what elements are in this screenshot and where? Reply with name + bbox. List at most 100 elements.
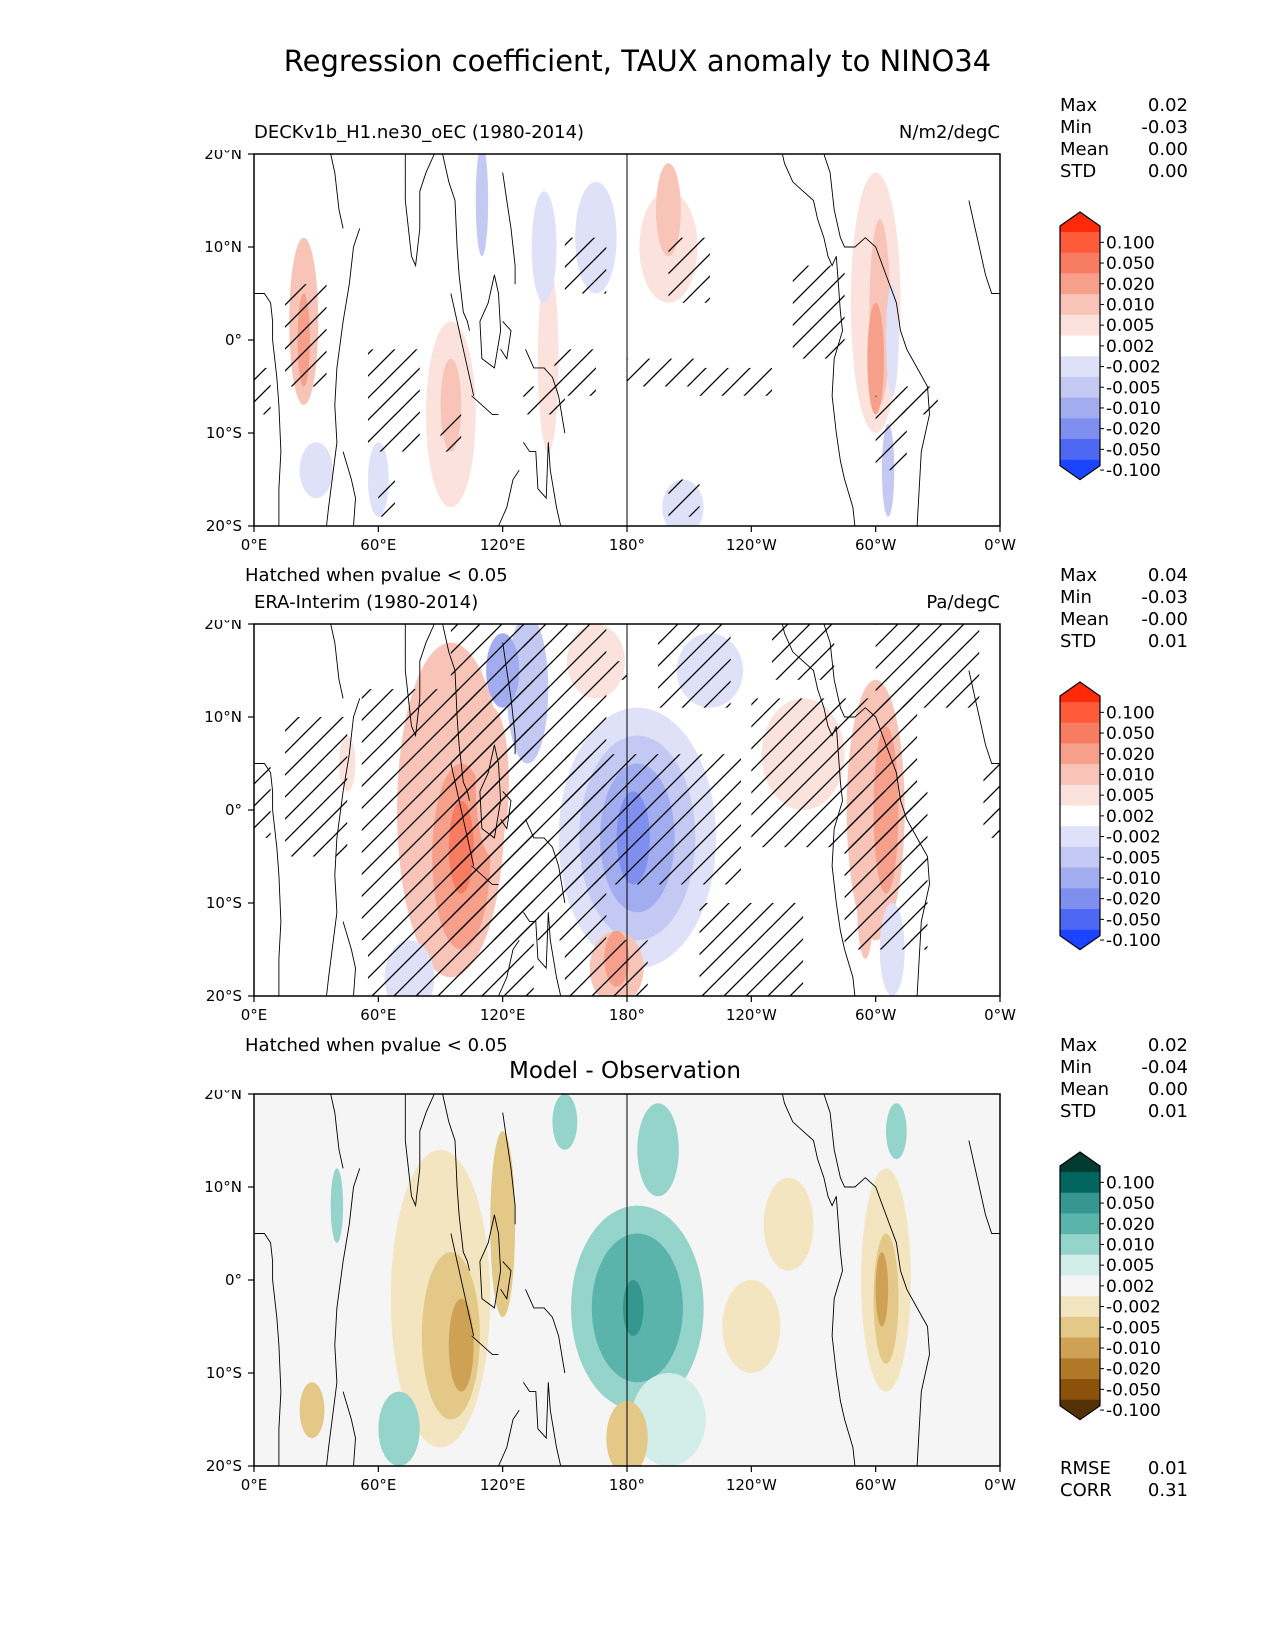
significance-hatch (627, 358, 700, 387)
x-tick-label: 180° (609, 1476, 645, 1490)
significance-hatch (668, 479, 700, 517)
stat-label: Max (1060, 1035, 1098, 1056)
colorbar-label: 0.005 (1106, 786, 1155, 806)
y-tick-label: 10°S (206, 424, 242, 442)
coastline (968, 1140, 1000, 1234)
colorbar-label: -0.010 (1106, 869, 1161, 889)
colorbar-swatch (1060, 439, 1100, 461)
colorbar-swatch (1060, 232, 1100, 254)
colorbar-label: -0.002 (1106, 1298, 1161, 1318)
anomaly-contour (622, 1280, 644, 1336)
colorbar-label: 0.005 (1106, 1256, 1155, 1276)
significance-hatch (564, 237, 607, 294)
colorbar-label: -0.005 (1106, 1318, 1161, 1338)
x-tick-label: 120°W (726, 1476, 777, 1490)
panel3-error-stats: RMSE 0.01 CORR 0.31 (1060, 1458, 1188, 1502)
stat-label: Min (1060, 117, 1092, 138)
significance-hatch (440, 414, 462, 452)
x-tick-label: 180° (609, 1006, 645, 1020)
colorbar-swatch (1060, 1234, 1100, 1256)
colorbar-swatch (1060, 273, 1100, 295)
y-tick-label: 0° (225, 801, 242, 819)
stat-label: Min (1060, 1057, 1092, 1078)
colorbar-swatch (1060, 682, 1100, 702)
stat-value: 0.31 (1147, 1480, 1188, 1501)
panel1-map: 0°E 60°E 120°E 180° 120°W 60°W 0°W 20°N 10°N 0° 10… (204, 150, 1016, 550)
anomaly-contour (875, 1252, 889, 1327)
coastline (490, 469, 520, 526)
colorbar-label: 0.010 (1106, 295, 1155, 315)
stat-label: Max (1060, 95, 1098, 116)
coastline (479, 744, 502, 839)
x-tick-label: 0°W (984, 1476, 1016, 1490)
colorbar-swatch (1060, 826, 1100, 848)
coastline (823, 624, 930, 996)
colorbar-label: 0.005 (1106, 316, 1155, 336)
colorbar-swatch (1060, 1379, 1100, 1401)
y-tick-label: 20°N (204, 150, 242, 163)
colorbar-label: 0.050 (1106, 254, 1155, 274)
stat-row: Mean 0.00 (1060, 139, 1188, 161)
coastline (781, 154, 856, 526)
colorbar-label: 0.020 (1106, 275, 1155, 295)
stat-label: STD (1060, 631, 1097, 652)
coastline (502, 642, 516, 755)
coastline (823, 154, 930, 526)
significance-hatch (606, 661, 627, 680)
panel2-map: 0°E 60°E 120°E 180° 120°W 60°W 0°W 20°N 10°N 0° 10… (204, 620, 1016, 1020)
anomaly-contour (867, 302, 884, 415)
stat-label: Mean (1060, 1079, 1110, 1100)
significance-hatch (792, 265, 845, 359)
colorbar-swatch (1060, 846, 1100, 869)
colorbar-swatch (1060, 909, 1100, 931)
colorbar-label: -0.050 (1106, 910, 1161, 930)
coastline (404, 1094, 435, 1208)
coastline (525, 349, 566, 434)
colorbar-label: 0.010 (1106, 765, 1155, 785)
significance-hatch (844, 791, 928, 950)
colorbar-swatch (1060, 1316, 1100, 1339)
colorbar-outline (1059, 681, 1101, 951)
anomaly-contour (722, 1280, 781, 1373)
colorbar-label: 0.100 (1106, 1173, 1155, 1193)
stat-row: CORR 0.31 (1060, 1480, 1188, 1502)
colorbar-label: 0.050 (1106, 1194, 1155, 1214)
colorbar-swatch (1060, 867, 1100, 889)
colorbar-swatch (1060, 722, 1100, 744)
stat-value: 0.02 (1147, 95, 1188, 116)
colorbar-swatch (1060, 1172, 1100, 1194)
anomaly-contour (886, 284, 899, 396)
coastline (471, 865, 499, 885)
y-tick-label: 20°S (206, 1457, 242, 1475)
coastline (523, 442, 562, 526)
colorbar-outline (1059, 1151, 1101, 1421)
coastline (490, 1409, 520, 1466)
coastline (342, 921, 356, 996)
panel2-left-title: ERA-Interim (1980-2014) (254, 592, 479, 613)
colorbar-swatch (1060, 356, 1100, 378)
colorbar-label: 0.100 (1106, 233, 1155, 253)
y-tick-label: 10°S (206, 1364, 242, 1382)
stat-label: Mean (1060, 609, 1110, 630)
colorbar-label: -0.100 (1106, 931, 1161, 951)
anomaly-contour (475, 154, 489, 257)
coastline (523, 1382, 562, 1466)
stat-row: Max 0.02 (1060, 95, 1188, 117)
anomaly-contour (330, 1168, 344, 1243)
coastline (968, 200, 1000, 294)
colorbar-swatch (1060, 252, 1100, 274)
colorbar-swatch (1060, 459, 1100, 480)
coastline (490, 939, 520, 996)
colorbar-swatch (1060, 805, 1100, 827)
anomaly-contour (378, 1391, 420, 1466)
colorbar-swatch (1060, 784, 1100, 806)
colorbar-label: 0.020 (1106, 745, 1155, 765)
coastline (781, 624, 856, 996)
panel1-hatch-note: Hatched when pvalue < 0.05 (245, 565, 508, 586)
stat-value: 0.04 (1147, 565, 1188, 586)
coastline (479, 1214, 502, 1309)
x-tick-label: 120°E (480, 536, 526, 550)
y-tick-label: 10°N (204, 708, 242, 726)
significance-hatch (699, 367, 773, 396)
coastline (326, 698, 361, 996)
